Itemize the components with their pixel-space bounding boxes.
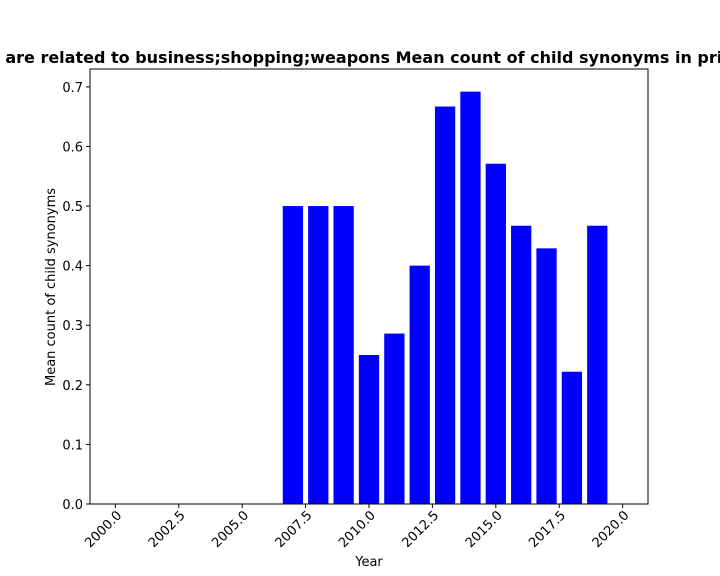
bar-2017 xyxy=(536,248,557,504)
x-tick-label: 2010.0 xyxy=(336,508,379,551)
bar-2009 xyxy=(333,206,354,505)
y-tick-label: 0.5 xyxy=(62,200,83,215)
x-tick-label: 2002.5 xyxy=(146,508,189,551)
bar-2013 xyxy=(434,106,456,504)
bar-2011 xyxy=(384,333,405,504)
x-tick-label: 2020.0 xyxy=(590,508,633,551)
chart-title: are related to business;shopping;weapons… xyxy=(5,48,720,67)
y-tick-label: 0.6 xyxy=(62,140,83,155)
bars-layer xyxy=(282,91,608,505)
x-tick-label: 2017.5 xyxy=(526,508,569,551)
x-axis-label: Year xyxy=(354,555,383,570)
bar-2018 xyxy=(561,371,583,504)
x-axis-ticks: 2000.0 2002.5 2005.0 2007.5 2010.0 2012.5 2015… xyxy=(82,504,632,551)
bar-2007 xyxy=(282,206,304,505)
bar-2008 xyxy=(308,206,329,505)
bar-2012 xyxy=(409,265,430,504)
x-tick-label: 2000.0 xyxy=(82,508,125,551)
y-tick-label: 0.4 xyxy=(62,260,83,275)
y-tick-label: 0.7 xyxy=(62,81,83,96)
plot-frame xyxy=(89,68,649,505)
bar-2015 xyxy=(485,163,506,504)
bar-2014 xyxy=(460,91,481,504)
bar-2010 xyxy=(358,355,380,504)
x-tick-label: 2005.0 xyxy=(209,508,252,551)
y-axis-ticks: 0.0 0.1 0.2 0.3 0.4 0.5 0.6 0.7 xyxy=(62,81,90,513)
y-tick-label: 0.3 xyxy=(62,319,83,334)
x-tick-label: 2015.0 xyxy=(463,508,506,551)
y-axis-label: Mean count of child synonyms xyxy=(44,188,59,386)
y-tick-label: 0.1 xyxy=(62,438,83,453)
bar-2016 xyxy=(511,225,532,504)
bar-2019 xyxy=(587,225,608,504)
y-tick-label: 0.0 xyxy=(62,498,83,513)
y-tick-label: 0.2 xyxy=(62,379,83,394)
x-tick-label: 2012.5 xyxy=(399,508,442,551)
x-tick-label: 2007.5 xyxy=(273,508,316,551)
